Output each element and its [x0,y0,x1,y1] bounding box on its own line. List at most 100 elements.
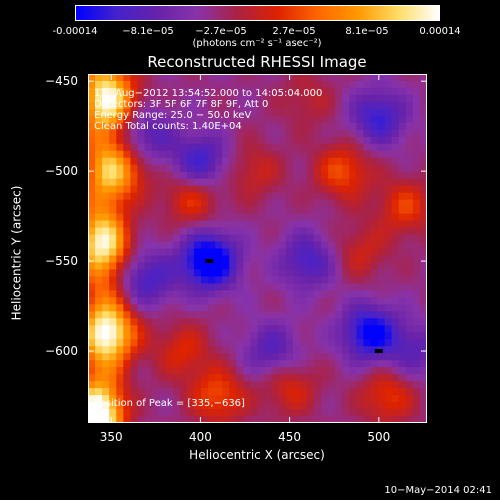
heatmap-cell [208,220,216,228]
heatmap-cell [321,178,329,187]
heatmap-cell [363,143,371,152]
heatmap-cell [370,276,378,284]
heatmap-cell [151,101,160,110]
heatmap-cell [222,227,230,235]
heatmap-cell [314,143,322,152]
heatmap-cell [271,388,280,396]
heatmap-cell [377,332,386,340]
heatmap-cell [377,185,386,194]
heatmap-cell [95,234,103,242]
chart-title: Reconstructed RHESSI Image [147,53,367,71]
heatmap-cell [179,374,188,382]
heatmap-cell [370,74,378,82]
heatmap-cell [109,283,117,291]
heatmap-cell [349,346,357,354]
heatmap-cell [137,108,145,117]
heatmap-cell [102,269,110,277]
heatmap-cell [137,248,145,256]
heatmap-cell [151,80,160,89]
heatmap-cell [342,122,350,131]
heatmap-cell [236,311,244,319]
heatmap-cell [109,255,117,263]
heatmap-cell [102,164,110,173]
heatmap-cell [222,108,230,117]
heatmap-cell [257,353,265,361]
heatmap-cell [158,164,167,173]
heatmap-cell [398,332,407,340]
heatmap-cell [328,297,336,305]
heatmap-cell [186,283,195,291]
heatmap-cell [342,143,350,152]
heatmap-cell [377,325,386,333]
heatmap-cell [370,388,378,396]
heatmap-cell [222,115,230,124]
heatmap-cell [179,332,188,340]
heatmap-cell [412,87,421,96]
heatmap-cell [384,297,393,305]
heatmap-cell [186,381,195,389]
heatmap-cell [391,234,400,242]
heatmap-cell [292,87,301,96]
heatmap-cell [306,262,315,270]
heatmap-cell [405,108,414,117]
heatmap-cell [335,74,343,82]
heatmap-cell [314,220,322,228]
heatmap-cell [158,74,167,82]
heatmap-cell [398,199,407,208]
heatmap-cell [271,262,280,270]
heatmap-cell [285,248,294,256]
heatmap-cell [306,318,315,326]
heatmap-cell [201,206,209,214]
heatmap-cell [243,346,251,354]
heatmap-cell [299,213,308,221]
heatmap-cell [299,171,308,180]
heatmap-cell [342,325,350,333]
heatmap-cell [116,129,124,138]
heatmap-cell [95,360,103,368]
heatmap-cell [314,409,322,417]
heatmap-cell [151,353,160,361]
heatmap-cell [384,241,393,249]
heatmap-cell [215,255,223,263]
heatmap-cell [412,304,421,312]
heatmap-cell [229,241,237,249]
heatmap-cell [201,157,209,166]
heatmap-cell [243,199,251,208]
heatmap-cell [109,360,117,368]
heatmap-cell [151,248,160,256]
heatmap-cell [278,80,287,89]
heatmap-cell [116,241,124,249]
heatmap-cell [299,367,308,375]
heatmap-cell [306,325,315,333]
heatmap-cell [193,297,202,305]
heatmap-cell [243,290,251,298]
heatmap-cell [165,192,174,201]
heatmap-cell [377,220,386,228]
heatmap-cell [179,101,188,110]
heatmap-cell [412,325,421,333]
heatmap-cell [243,234,251,242]
heatmap-cell [398,374,407,382]
heatmap-cell [278,157,287,166]
heatmap-cell [257,108,265,117]
heatmap-cell [321,192,329,201]
heatmap-cell [419,108,427,117]
heatmap-cell [377,129,386,138]
heatmap-cell [215,227,223,235]
heatmap-cell [356,416,364,423]
heatmap-cell [201,290,209,298]
heatmap-cell [144,332,152,340]
heatmap-cell [165,108,174,117]
heatmap-cell [208,80,216,89]
heatmap-cell [229,381,237,389]
heatmap-cell [123,80,131,89]
heatmap-cell [144,255,152,263]
heatmap-cell [314,199,322,208]
heatmap-cell [215,136,223,145]
heatmap-cell [179,108,188,117]
heatmap-cell [292,213,301,221]
heatmap-cell [285,178,294,187]
heatmap-cell [222,185,230,194]
heatmap-cell [264,94,273,103]
heatmap-cell [172,332,181,340]
